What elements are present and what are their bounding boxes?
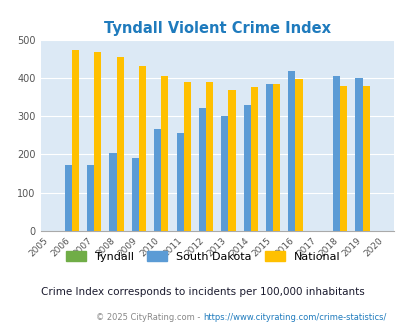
Bar (176, 133, 183, 231)
Bar (161, 76, 168, 231)
Text: © 2025 CityRating.com -: © 2025 CityRating.com - (96, 313, 202, 322)
Bar (354, 78, 362, 231)
Text: Crime Index corresponds to incidents per 100,000 inhabitants: Crime Index corresponds to incidents per… (41, 287, 364, 297)
Bar (64, 165, 72, 231)
Bar (116, 57, 124, 231)
Bar (228, 90, 235, 231)
Bar (295, 79, 302, 231)
Bar (154, 129, 161, 231)
Text: https://www.cityrating.com/crime-statistics/: https://www.cityrating.com/crime-statist… (202, 313, 386, 322)
Bar (132, 158, 139, 231)
Bar (198, 108, 205, 231)
Bar (72, 50, 79, 231)
Bar (221, 116, 228, 231)
Bar (243, 106, 250, 231)
Bar (273, 84, 279, 231)
Bar (332, 76, 339, 231)
Bar (362, 86, 369, 231)
Bar (250, 87, 257, 231)
Bar (87, 165, 94, 231)
Legend: Tyndall, South Dakota, National: Tyndall, South Dakota, National (61, 247, 344, 266)
Bar (109, 152, 116, 231)
Bar (139, 66, 146, 231)
Bar (288, 71, 295, 231)
Bar (94, 52, 101, 231)
Title: Tyndall Violent Crime Index: Tyndall Violent Crime Index (103, 21, 330, 36)
Bar (183, 82, 190, 231)
Bar (339, 85, 346, 231)
Bar (205, 82, 213, 231)
Bar (265, 84, 273, 231)
